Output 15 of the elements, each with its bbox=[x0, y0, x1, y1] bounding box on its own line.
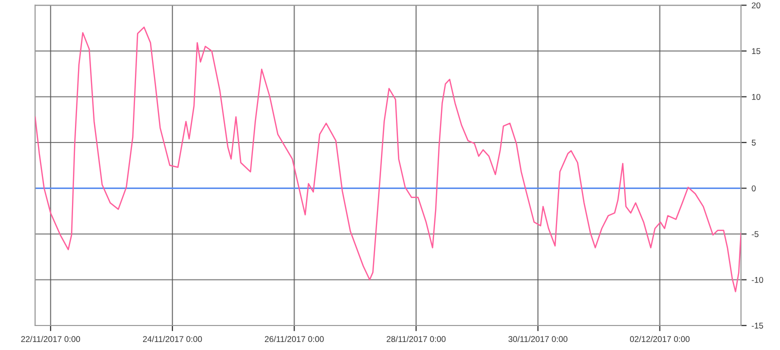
line-series bbox=[35, 26, 741, 292]
y-tick-label: 5 bbox=[752, 140, 756, 146]
x-tick-label: 24/11/2017 0:00 bbox=[143, 336, 202, 342]
x-tick-label: 30/11/2017 0:00 bbox=[508, 336, 568, 342]
x-tick-label: 22/11/2017 0:00 bbox=[21, 336, 80, 342]
y-tick-label: 0 bbox=[752, 185, 756, 192]
x-tick-label: 28/11/2017 0:00 bbox=[386, 336, 446, 342]
y-tick-label: -10 bbox=[752, 276, 764, 283]
x-tick-label: 26/11/2017 0:00 bbox=[264, 336, 324, 342]
y-tick-label: -15 bbox=[752, 322, 764, 329]
y-tick-label: -5 bbox=[752, 231, 758, 238]
y-tick-label: 10 bbox=[752, 94, 760, 100]
y-tick-label: 20 bbox=[752, 2, 760, 8]
x-tick-label: 02/12/2017 0:00 bbox=[630, 336, 690, 342]
y-tick-label: 15 bbox=[752, 48, 760, 54]
